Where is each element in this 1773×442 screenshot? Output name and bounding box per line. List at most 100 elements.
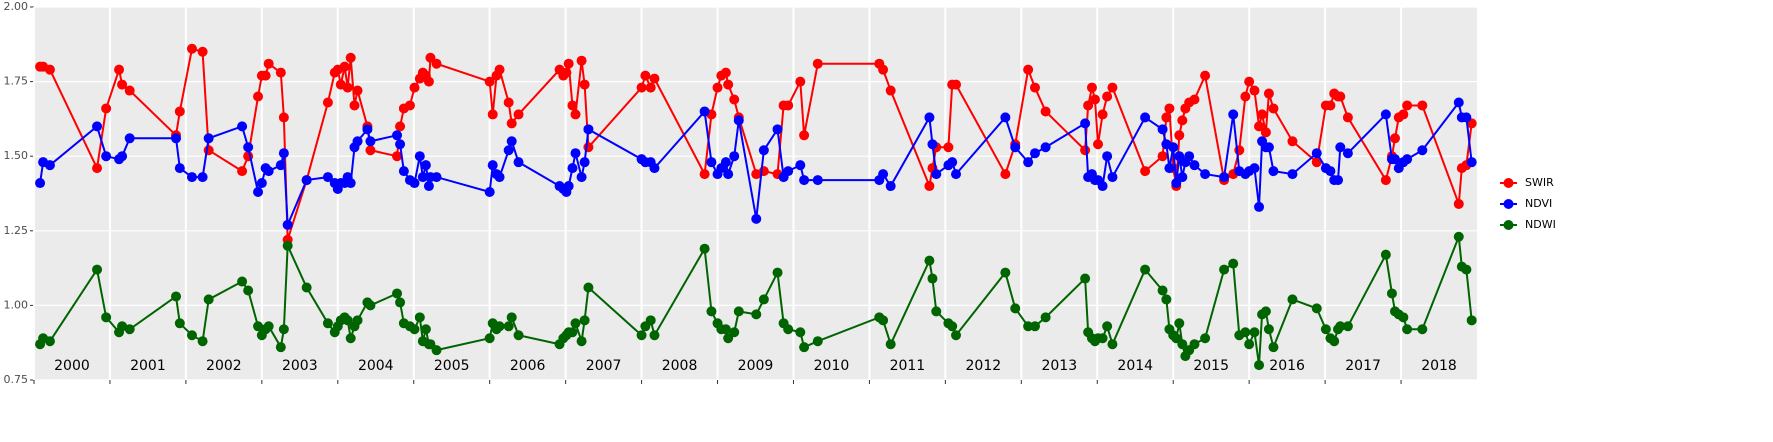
data-point (1268, 342, 1279, 353)
data-point (1244, 339, 1255, 350)
data-point (349, 100, 360, 111)
y-tick-label: 1.50 (4, 149, 29, 162)
data-point (423, 76, 434, 87)
data-point (1093, 139, 1104, 150)
data-point (1461, 112, 1472, 123)
data-point (583, 142, 594, 153)
data-point (101, 151, 112, 162)
data-point (44, 336, 55, 347)
data-point (275, 160, 286, 171)
legend-marker (1503, 178, 1514, 188)
data-point (1335, 91, 1346, 102)
y-tick-label: 1.00 (4, 298, 29, 311)
data-point (1184, 151, 1195, 162)
data-point (237, 121, 248, 132)
data-point (640, 70, 651, 81)
data-point (395, 297, 406, 308)
data-point (1164, 163, 1175, 174)
data-point (1080, 273, 1091, 284)
data-point (772, 124, 783, 135)
data-point (1268, 103, 1279, 114)
data-point (1161, 112, 1172, 123)
data-point (570, 318, 581, 329)
data-point (345, 333, 356, 344)
data-point (583, 282, 594, 293)
data-point (885, 181, 896, 192)
data-point (567, 163, 578, 174)
data-point (275, 342, 286, 353)
data-point (487, 109, 498, 120)
data-point (1080, 118, 1091, 129)
data-point (503, 145, 514, 156)
data-point (92, 163, 103, 174)
data-point (720, 157, 731, 168)
data-point (487, 160, 498, 171)
data-point (124, 324, 135, 335)
data-point (720, 67, 731, 78)
data-point (1219, 172, 1230, 183)
data-point (392, 151, 403, 162)
data-point (1453, 97, 1464, 108)
data-point (1386, 288, 1397, 299)
data-point (943, 142, 954, 153)
data-point (583, 124, 594, 135)
data-point (322, 97, 333, 108)
data-point (513, 109, 524, 120)
data-point (1177, 339, 1188, 350)
data-point (1200, 70, 1211, 81)
data-point (409, 82, 420, 93)
data-point (263, 58, 274, 69)
data-point (931, 169, 942, 180)
data-point (567, 327, 578, 338)
data-point (1189, 94, 1200, 105)
data-point (345, 178, 356, 189)
data-point (924, 255, 935, 266)
data-point (1219, 264, 1230, 275)
data-point (1228, 258, 1239, 269)
data-point (795, 327, 806, 338)
data-point (636, 82, 647, 93)
data-point (758, 294, 769, 305)
data-point (1010, 303, 1021, 314)
data-point (409, 178, 420, 189)
data-point (1189, 339, 1200, 350)
x-tick-label: 2003 (282, 358, 318, 374)
data-point (117, 321, 128, 332)
data-point (1010, 142, 1021, 153)
data-point (1000, 267, 1011, 278)
data-point (1260, 306, 1271, 317)
data-point (931, 306, 942, 317)
data-point (1177, 115, 1188, 126)
data-point (1249, 85, 1260, 96)
data-point (799, 342, 810, 353)
y-tick-label: 2.00 (4, 0, 29, 13)
x-tick-label: 2008 (662, 358, 698, 374)
data-point (799, 130, 810, 141)
data-point (494, 172, 505, 183)
data-point (1466, 315, 1477, 326)
data-point (1389, 154, 1400, 165)
legend-label: NDWI (1525, 218, 1556, 231)
data-point (1240, 327, 1251, 338)
data-point (951, 169, 962, 180)
data-point (649, 163, 660, 174)
data-point (92, 264, 103, 275)
data-point (1260, 127, 1271, 138)
data-point (636, 330, 647, 341)
data-point (203, 294, 214, 305)
data-point (506, 312, 517, 323)
data-point (1329, 336, 1340, 347)
data-point (733, 115, 744, 126)
data-point (1164, 103, 1175, 114)
data-point (282, 240, 293, 251)
data-point (645, 315, 656, 326)
data-point (114, 64, 125, 75)
data-point (506, 136, 517, 147)
data-point (1402, 324, 1413, 335)
data-point (365, 300, 376, 311)
data-point (513, 157, 524, 168)
data-point (362, 124, 373, 135)
data-point (885, 339, 896, 350)
data-point (503, 321, 514, 332)
data-point (342, 315, 353, 326)
